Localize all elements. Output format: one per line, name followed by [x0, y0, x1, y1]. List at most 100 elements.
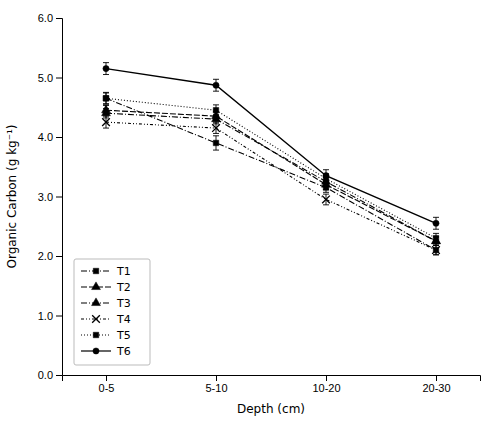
- y-tick-mark: [56, 18, 62, 19]
- point: [103, 96, 108, 101]
- legend: T1 T2 T3 T4 T5 T6: [74, 259, 150, 365]
- legend-label: T2: [116, 281, 131, 294]
- point: [213, 107, 218, 112]
- chart: 0-5 5-10 10-20 20-30 0.0 1.0 2.0 3.0 4.0 5.0 6.0 T1…: [0, 0, 496, 425]
- x-tick-label: 20-30: [422, 382, 450, 394]
- y-tick: 4.0: [38, 131, 62, 143]
- error-bar: [433, 233, 439, 243]
- series: [102, 105, 441, 245]
- x-tick: 5-10: [205, 375, 227, 394]
- error-bar: [323, 194, 329, 205]
- series: [103, 93, 439, 243]
- error-bar: [323, 170, 329, 182]
- legend-entry: T5: [81, 329, 131, 342]
- legend-label: T1: [116, 265, 131, 278]
- point: [102, 108, 111, 116]
- x-tick-mark: [326, 375, 327, 381]
- point: [433, 235, 438, 240]
- point: [322, 196, 330, 204]
- series-line: [106, 98, 436, 250]
- x-tick-label: 0-5: [99, 382, 115, 394]
- error-bar: [103, 116, 109, 128]
- legend-marker: [93, 348, 99, 354]
- legend-entry: T2: [81, 281, 131, 294]
- legend-marker: [92, 298, 101, 306]
- point: [432, 246, 440, 254]
- error-bar: [213, 79, 219, 91]
- y-tick-mark: [56, 256, 62, 257]
- y-tick-label: 1.0: [38, 310, 53, 322]
- legend-entry: T1: [81, 265, 131, 278]
- y-tick: 2.0: [38, 250, 62, 262]
- y-tick-label: 3.0: [38, 191, 53, 203]
- legend-marker: [92, 315, 100, 323]
- y-tick: 3.0: [38, 191, 62, 203]
- legend-marker: [93, 268, 98, 273]
- point: [213, 140, 218, 145]
- y-tick-mark: [56, 78, 62, 79]
- y-tick-label: 6.0: [38, 12, 53, 24]
- error-bar: [103, 63, 109, 75]
- y-tick: 5.0: [38, 72, 62, 84]
- y-tick-mark: [56, 137, 62, 138]
- point: [103, 65, 109, 71]
- x-tick-mark: [106, 375, 107, 381]
- error-bar: [433, 245, 439, 255]
- series: [103, 63, 439, 230]
- x-axis-line: [63, 376, 481, 382]
- legend-label: T4: [116, 313, 131, 326]
- point: [433, 220, 439, 226]
- legend-label: T5: [116, 329, 131, 342]
- plot: 0-5 5-10 10-20 20-30 0.0 1.0 2.0 3.0 4.0 5.0 6.0 T1…: [38, 12, 481, 394]
- legend-frame: [74, 259, 150, 365]
- series-line: [106, 122, 436, 250]
- series: [102, 108, 441, 245]
- legend-entry: T4: [81, 313, 131, 326]
- error-bar: [433, 245, 439, 255]
- y-tick-mark: [56, 375, 62, 376]
- y-tick-mark: [56, 197, 62, 198]
- y-tick-label: 2.0: [38, 250, 53, 262]
- legend-marker: [93, 332, 98, 337]
- point: [102, 118, 110, 126]
- series: [103, 92, 439, 254]
- series-line: [106, 69, 436, 224]
- x-axis: 0-5 5-10 10-20 20-30: [63, 375, 481, 394]
- legend-label: T6: [116, 345, 131, 358]
- y-tick: 0.0: [38, 369, 62, 381]
- x-tick-mark: [216, 375, 217, 381]
- x-tick: 10-20: [312, 375, 340, 394]
- error-bar: [103, 93, 109, 104]
- error-bar: [213, 123, 219, 134]
- series-line: [106, 98, 436, 238]
- series-line: [106, 113, 436, 241]
- x-tick: 20-30: [422, 375, 450, 394]
- point: [103, 96, 108, 101]
- error-bar: [213, 105, 219, 116]
- error-bar: [433, 217, 439, 229]
- y-tick-label: 5.0: [38, 72, 53, 84]
- legend-entry: T6: [81, 345, 131, 358]
- legend-label: T3: [116, 297, 131, 310]
- y-tick-mark: [56, 316, 62, 317]
- x-tick-label: 5-10: [205, 382, 227, 394]
- series-group: [102, 63, 441, 255]
- y-tick: 6.0: [38, 12, 62, 24]
- x-tick-label: 10-20: [312, 382, 340, 394]
- point: [323, 173, 329, 179]
- legend-entry: T3: [81, 297, 131, 310]
- point: [213, 82, 219, 88]
- error-bar: [103, 92, 109, 104]
- error-bar: [213, 136, 219, 150]
- x-axis-title: Depth (cm): [237, 402, 305, 416]
- y-tick: 1.0: [38, 310, 62, 322]
- x-tick-mark: [436, 375, 437, 381]
- y-axis: 0.0 1.0 2.0 3.0 4.0 5.0 6.0: [38, 12, 63, 381]
- y-axis-line: [56, 19, 63, 376]
- y-tick-label: 0.0: [38, 369, 53, 381]
- series: [102, 116, 440, 255]
- point: [212, 124, 220, 132]
- legend-marker: [92, 282, 101, 290]
- y-tick-label: 4.0: [38, 131, 53, 143]
- y-axis-title: Organic Carbon (g kg⁻¹): [5, 124, 19, 268]
